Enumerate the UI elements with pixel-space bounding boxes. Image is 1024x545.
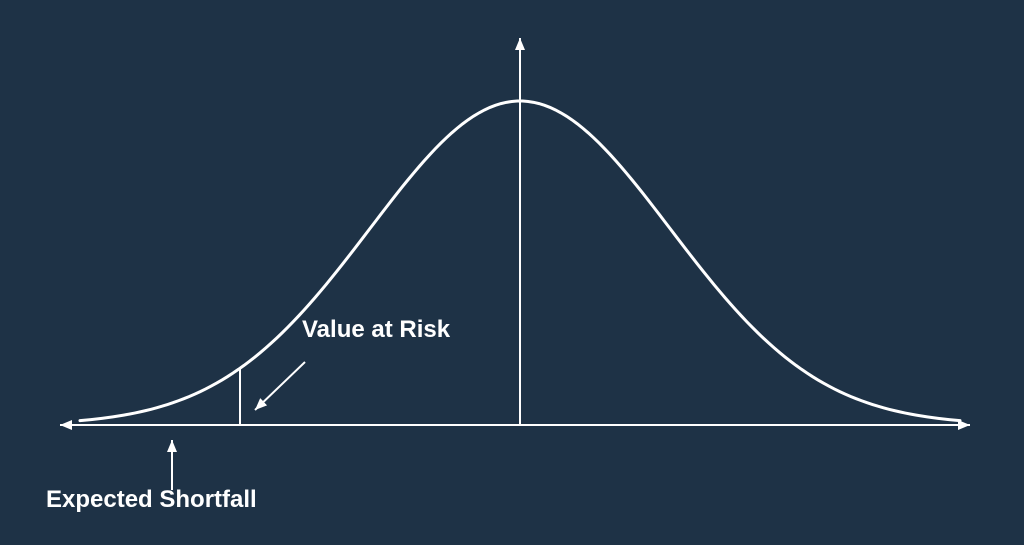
risk-distribution-diagram: Value at Risk Expected Shortfall	[0, 0, 1024, 545]
value-at-risk-label: Value at Risk	[302, 316, 450, 344]
var-arrow-icon	[255, 362, 305, 410]
chart-canvas	[0, 0, 1024, 545]
expected-shortfall-label: Expected Shortfall	[46, 486, 257, 514]
